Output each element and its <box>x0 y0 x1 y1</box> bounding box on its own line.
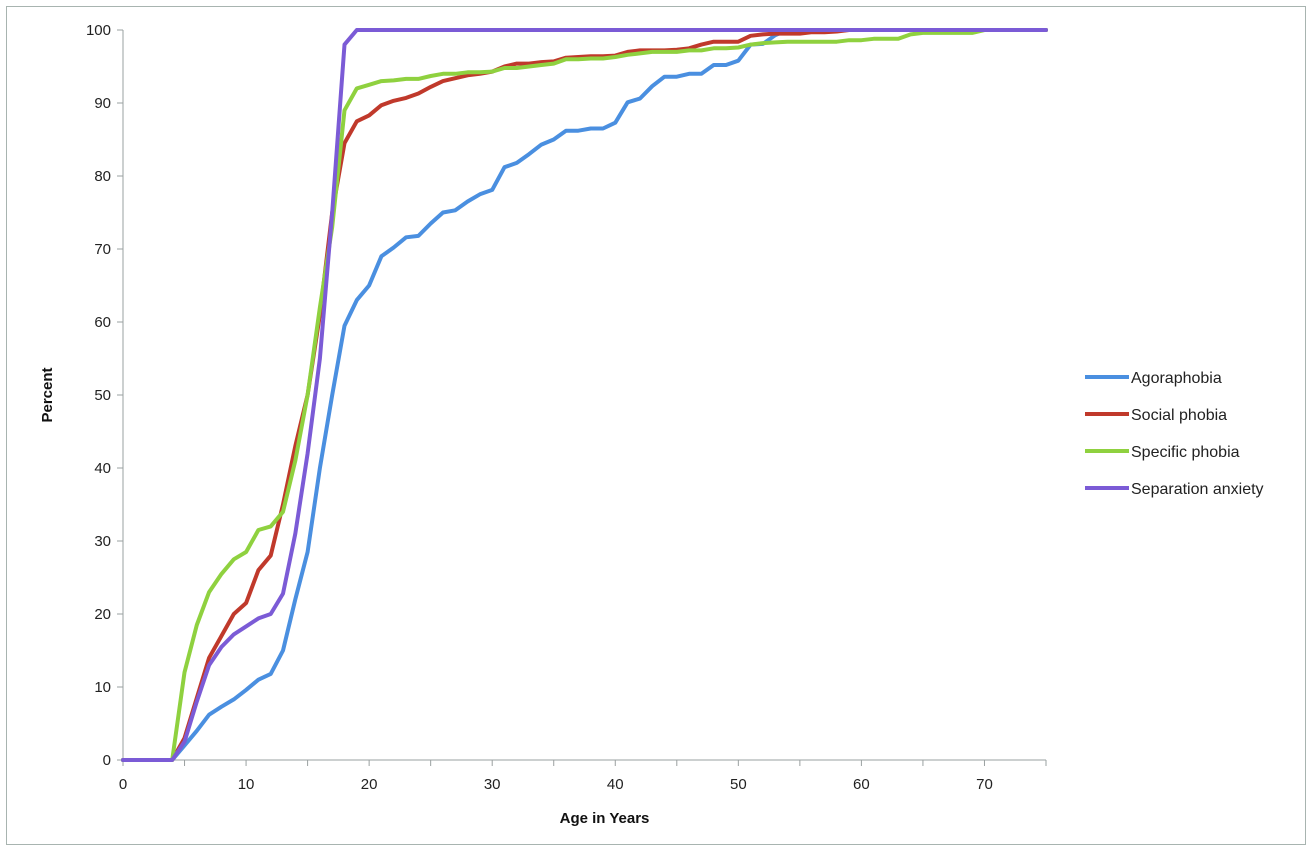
y-tick-label: 90 <box>94 95 111 112</box>
y-tick-label: 40 <box>94 460 111 477</box>
y-tick-label: 100 <box>86 22 111 39</box>
series-line-agoraphobia <box>121 28 1048 762</box>
x-tick-label: 30 <box>484 776 501 793</box>
y-tick-label: 80 <box>94 168 111 185</box>
y-tick-label: 10 <box>94 679 111 696</box>
series-line-specific-phobia <box>121 28 1048 762</box>
x-tick-label: 10 <box>238 776 255 793</box>
x-tick-label: 70 <box>976 776 993 793</box>
series-line-separation-anxiety <box>121 28 1048 762</box>
series-line-social-phobia <box>121 28 1048 762</box>
x-tick-label: 0 <box>119 776 127 793</box>
x-axis-title: Age in Years <box>560 810 650 827</box>
legend: Agoraphobia Social phobia Specific phobia S… <box>1085 370 1264 498</box>
legend-label: Social phobia <box>1131 407 1227 424</box>
series-lines <box>121 28 1048 762</box>
x-tick-label: 60 <box>853 776 870 793</box>
axes <box>122 30 1046 761</box>
y-axis-title: Percent <box>39 367 56 422</box>
y-tick-label: 60 <box>94 314 111 331</box>
y-axis-ticks: 0 10 20 30 40 50 60 70 80 90 100 <box>86 22 123 769</box>
y-tick-label: 20 <box>94 606 111 623</box>
legend-label: Specific phobia <box>1131 444 1240 461</box>
legend-label: Separation anxiety <box>1131 481 1264 498</box>
x-tick-label: 40 <box>607 776 624 793</box>
y-tick-label: 30 <box>94 533 111 550</box>
y-tick-label: 70 <box>94 241 111 258</box>
x-tick-label: 50 <box>730 776 747 793</box>
y-tick-label: 0 <box>103 752 111 769</box>
x-axis-ticks: 0 10 20 30 40 50 60 70 <box>119 760 1047 793</box>
legend-label: Agoraphobia <box>1131 370 1222 387</box>
y-tick-label: 50 <box>94 387 111 404</box>
x-tick-label: 20 <box>361 776 378 793</box>
